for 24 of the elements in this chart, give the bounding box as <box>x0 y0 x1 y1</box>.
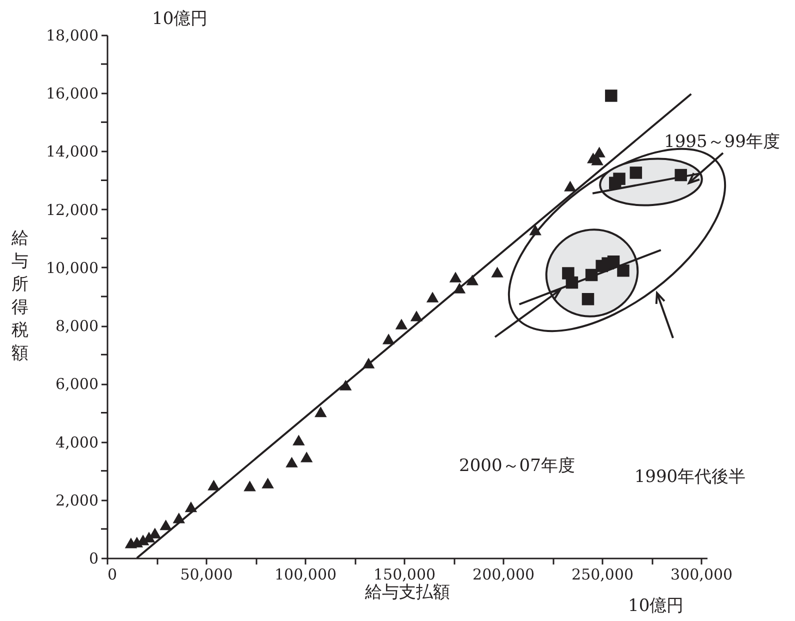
y-tick-label: 10,000 <box>46 258 98 277</box>
x-tick-label: 100,000 <box>274 566 337 584</box>
y-tick-label: 0 <box>88 550 98 568</box>
y-tick-label: 8,000 <box>56 317 98 336</box>
x-tick-label: 50,000 <box>180 566 233 584</box>
x-tick-label: 200,000 <box>472 566 535 584</box>
y-tick-label: 14,000 <box>46 142 98 161</box>
y-tick-label: 18,000 <box>46 26 98 44</box>
x-tick-label: 300,000 <box>670 566 733 584</box>
text: 10億円 <box>628 596 684 616</box>
x-tick-label: 150,000 <box>374 566 436 584</box>
x-axis-title: 給与支払額 <box>364 582 450 602</box>
y-tick-label: 6,000 <box>56 375 98 394</box>
annotation: 1990年代後半 <box>634 467 746 487</box>
y-tick-label: 2,000 <box>56 491 98 510</box>
y-tick-label: 4,000 <box>56 433 98 452</box>
y-tick-label: 16,000 <box>46 84 98 103</box>
x-tick-label: 0 <box>108 566 118 584</box>
annotation: 1995～99年度 <box>664 132 780 152</box>
x-tick-label: 250,000 <box>572 566 634 584</box>
y-tick-label: 12,000 <box>46 200 98 219</box>
text: 10億円 <box>152 9 208 29</box>
annotation: 2000～07年度 <box>459 456 575 476</box>
y-axis-title: 給与所得税額 <box>10 228 28 364</box>
